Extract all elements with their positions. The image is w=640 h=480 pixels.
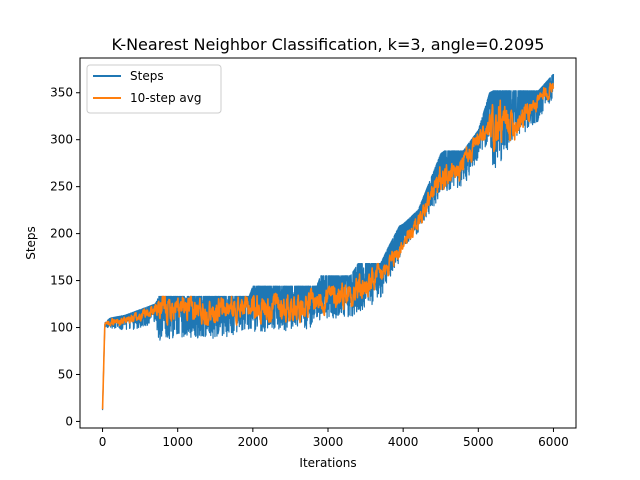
y-tick-label: 150 — [50, 274, 73, 288]
y-tick-label: 100 — [50, 321, 73, 335]
y-tick-label: 250 — [50, 180, 73, 194]
plot-area — [101, 73, 555, 411]
x-axis: 0 1000 2000 3000 4000 5000 6000 — [99, 428, 569, 449]
y-tick-label: 0 — [65, 414, 73, 428]
series-line-steps — [101, 73, 555, 411]
y-tick-label: 50 — [58, 367, 73, 381]
y-tick-label: 300 — [50, 133, 73, 147]
x-tick-label: 4000 — [388, 435, 419, 449]
series-line-10-step-avg — [101, 82, 555, 410]
legend: Steps 10-step avg — [86, 64, 222, 114]
x-axis-label: Iterations — [299, 456, 356, 470]
x-tick-label: 3000 — [313, 435, 344, 449]
legend-label-avg: 10-step avg — [130, 91, 201, 105]
x-tick-label: 6000 — [538, 435, 569, 449]
x-tick-label: 0 — [99, 435, 107, 449]
legend-label-steps: Steps — [130, 69, 164, 83]
y-tick-label: 200 — [50, 227, 73, 241]
y-axis-label: Steps — [24, 226, 38, 260]
chart-title: K-Nearest Neighbor Classification, k=3, … — [112, 35, 545, 54]
x-tick-label: 2000 — [238, 435, 269, 449]
x-tick-label: 5000 — [463, 435, 494, 449]
y-axis: 0 50 100 150 200 250 300 350 — [50, 86, 80, 428]
y-tick-label: 350 — [50, 86, 73, 100]
series-layer — [101, 73, 555, 411]
x-tick-label: 1000 — [162, 435, 193, 449]
